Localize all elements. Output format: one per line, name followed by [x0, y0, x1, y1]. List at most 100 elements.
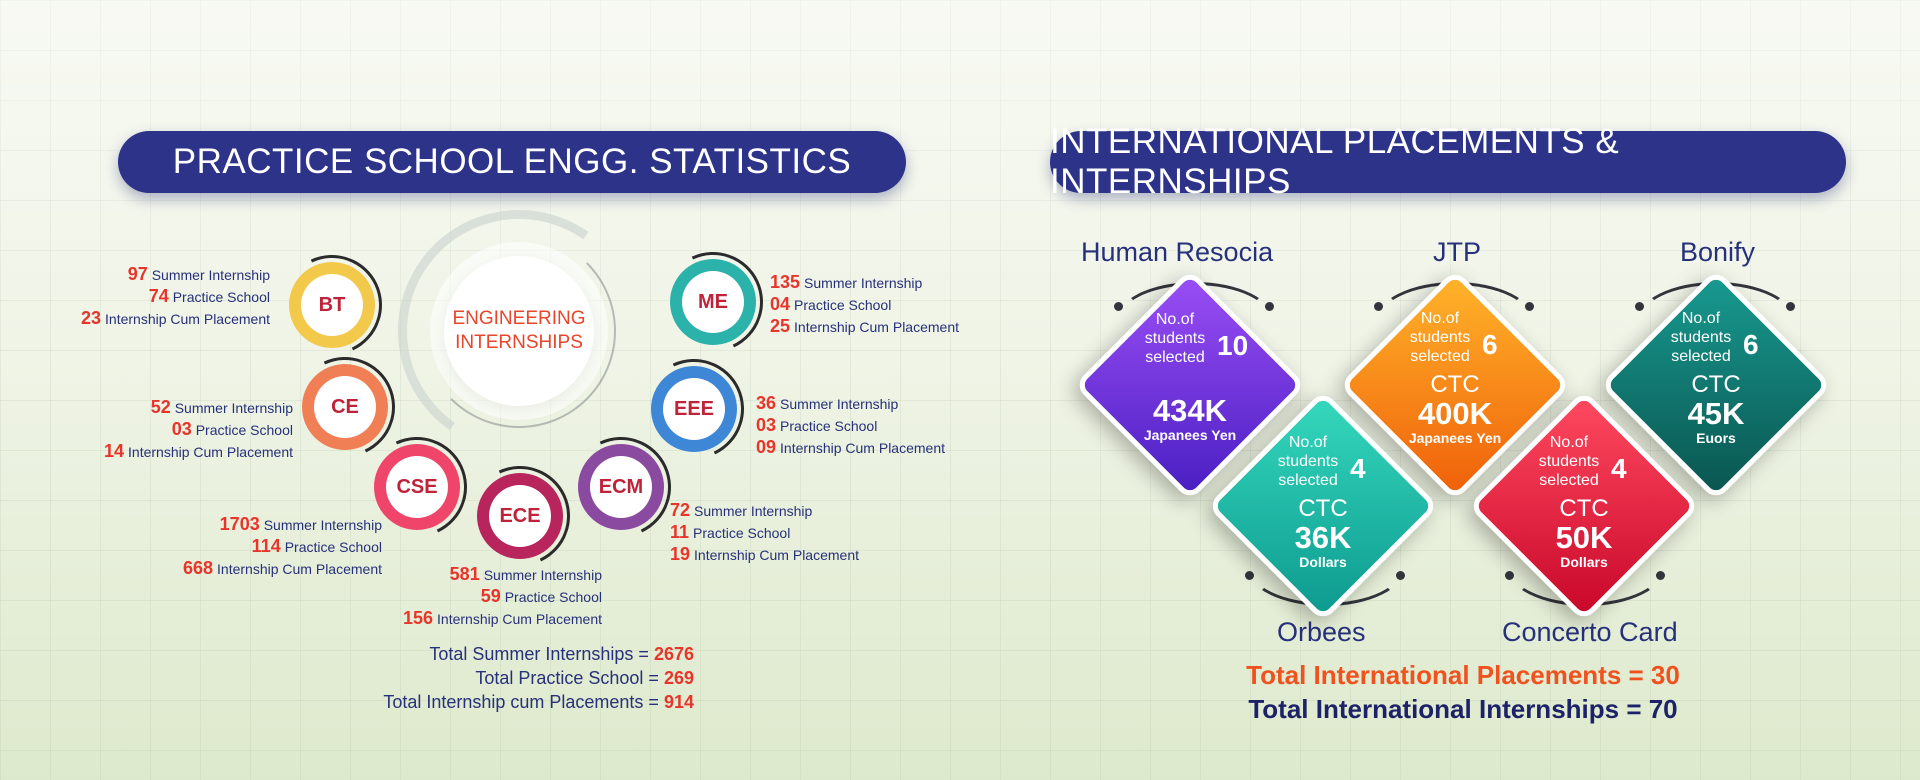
selected-label-line2: students — [1144, 330, 1206, 347]
dept-label-eee: EEE — [663, 378, 725, 440]
me-cum-label: Internship Cum Placement — [794, 319, 959, 335]
ce-practice-count: 03 — [171, 419, 192, 439]
company-jtp: JTP — [1433, 237, 1482, 267]
orbees-ctc-label: CTC — [1298, 495, 1348, 522]
dept-circle-ecm: ECM — [578, 444, 664, 530]
ece-cum-label: Internship Cum Placement — [437, 611, 602, 627]
ce-summer-label: Summer Internship — [174, 400, 293, 416]
eee-practice-count: 03 — [756, 415, 777, 435]
company-concerto-card: Concerto Card — [1502, 617, 1678, 647]
selected-label-line3: selected — [1671, 348, 1731, 365]
jtp-count: 6 — [1482, 329, 1498, 360]
jtp-amount: 400K — [1417, 396, 1493, 431]
card-concerto-card: No.of students selected 4 CTC 50K Dollar… — [1474, 433, 1694, 570]
total-cum-label: Total Internship cum Placements = — [383, 692, 664, 712]
arc-dot — [1265, 302, 1274, 311]
ce-cum-label: Internship Cum Placement — [128, 444, 293, 460]
jtp-currency: Japanees Yen — [1408, 430, 1502, 446]
stats-ce: 52 Summer Internship 03 Practice School 14… — [60, 397, 293, 463]
bt-practice-label: Practice School — [172, 289, 270, 305]
eee-cum-label: Internship Cum Placement — [780, 440, 945, 456]
human-resocia-amount: 434K — [1152, 393, 1228, 428]
stats-bt: 97 Summer Internship 74 Practice School 23… — [40, 264, 270, 330]
ecm-practice-label: Practice School — [693, 525, 791, 541]
dept-label-ece: ECE — [489, 485, 551, 547]
arc-dot — [1114, 302, 1123, 311]
bt-cum-label: Internship Cum Placement — [105, 311, 270, 327]
bonify-ctc-label: CTC — [1691, 371, 1741, 398]
ece-summer-count: 581 — [449, 564, 480, 584]
arc-dot — [1374, 302, 1383, 311]
arc-dot — [1505, 571, 1514, 580]
card-bonify: No.of students selected 6 CTC 45K Euors — [1606, 309, 1826, 446]
concerto-card-amount: 50K — [1555, 520, 1613, 555]
eee-practice-label: Practice School — [780, 418, 878, 434]
stats-cse: 1703 Summer Internship 114 Practice School… — [120, 514, 382, 580]
arc-dot — [1635, 302, 1644, 311]
dept-label-ce: CE — [314, 376, 376, 438]
ece-summer-label: Summer Internship — [483, 567, 602, 583]
total-international-internships: Total International Internships = 70 — [1248, 694, 1678, 724]
company-human-resocia: Human Resocia — [1081, 237, 1274, 267]
selected-label-line1: No.of — [1681, 310, 1721, 327]
arc-dot — [1525, 302, 1534, 311]
me-summer-label: Summer Internship — [804, 275, 923, 291]
bt-summer-count: 97 — [127, 264, 148, 284]
center-line-2: INTERNSHIPS — [455, 332, 583, 353]
dept-circle-cse: CSE — [374, 444, 460, 530]
bt-summer-label: Summer Internship — [151, 267, 270, 283]
selected-label-line1: No.of — [1549, 434, 1589, 451]
arc-dot — [1656, 571, 1665, 580]
bonify-currency: Euors — [1696, 430, 1736, 446]
orbees-amount: 36K — [1294, 520, 1352, 555]
practice-school-totals: Total Summer Internships = 2676 Total Pr… — [300, 642, 694, 714]
me-practice-count: 04 — [770, 294, 791, 314]
cse-summer-count: 1703 — [219, 514, 260, 534]
dept-circle-me: ME — [670, 259, 756, 345]
eee-cum-count: 09 — [756, 437, 777, 457]
stats-ece: 581 Summer Internship 59 Practice School 1… — [340, 564, 602, 630]
selected-label-line1: No.of — [1288, 434, 1328, 451]
stats-ecm: 72 Summer Internship 11 Practice School 19… — [670, 500, 900, 566]
ece-cum-count: 156 — [402, 608, 434, 628]
jtp-ctc-label: CTC — [1430, 371, 1480, 398]
ce-cum-count: 14 — [104, 441, 125, 461]
card-orbees: No.of students selected 4 CTC 36K Dollar… — [1213, 433, 1433, 570]
orbees-count: 4 — [1350, 453, 1366, 484]
total-summer-label: Total Summer Internships = — [429, 644, 654, 664]
ece-practice-label: Practice School — [504, 589, 602, 605]
bonify-count: 6 — [1743, 329, 1759, 360]
dept-circle-ce: CE — [302, 364, 388, 450]
human-resocia-count: 10 — [1217, 330, 1249, 361]
center-line-1: ENGINEERING — [452, 308, 586, 329]
arc-dot — [1786, 302, 1795, 311]
concerto-card-ctc-label: CTC — [1559, 495, 1609, 522]
bonify-amount: 45K — [1687, 396, 1745, 431]
selected-label-line1: No.of — [1420, 310, 1460, 327]
orbees-currency: Dollars — [1299, 554, 1347, 570]
eee-summer-count: 36 — [756, 393, 777, 413]
arc-dot — [1245, 571, 1254, 580]
total-practice-row: Total Practice School = 269 — [300, 666, 694, 690]
ce-summer-count: 52 — [150, 397, 171, 417]
total-cum-value: 914 — [663, 692, 694, 712]
selected-label-line3: selected — [1145, 349, 1205, 366]
engineering-internships-center: ENGINEERING INTERNSHIPS — [444, 256, 594, 406]
human-resocia-currency: Japanees Yen — [1143, 427, 1237, 443]
total-practice-label: Total Practice School = — [475, 668, 664, 688]
dept-label-me: ME — [682, 271, 744, 333]
bt-cum-count: 23 — [81, 308, 102, 328]
stats-me: 135 Summer Internship 04 Practice School 2… — [770, 272, 1000, 338]
stats-eee: 36 Summer Internship 03 Practice School 09… — [756, 393, 986, 459]
international-title-banner: INTERNATIONAL PLACEMENTS & INTERNSHIPS — [1050, 122, 1846, 201]
company-orbees: Orbees — [1277, 617, 1366, 647]
dept-label-cse: CSE — [386, 456, 448, 518]
international-title: INTERNATIONAL PLACEMENTS & INTERNSHIPS — [1050, 122, 1620, 201]
total-cum-row: Total Internship cum Placements = 914 — [300, 690, 694, 714]
ce-practice-label: Practice School — [195, 422, 293, 438]
cse-cum-count: 668 — [182, 558, 214, 578]
me-summer-count: 135 — [770, 272, 801, 292]
ece-practice-count: 59 — [480, 586, 501, 606]
cse-cum-label: Internship Cum Placement — [217, 561, 382, 577]
card-jtp: No.of students selected 6 CTC 400K Japan… — [1345, 309, 1565, 446]
